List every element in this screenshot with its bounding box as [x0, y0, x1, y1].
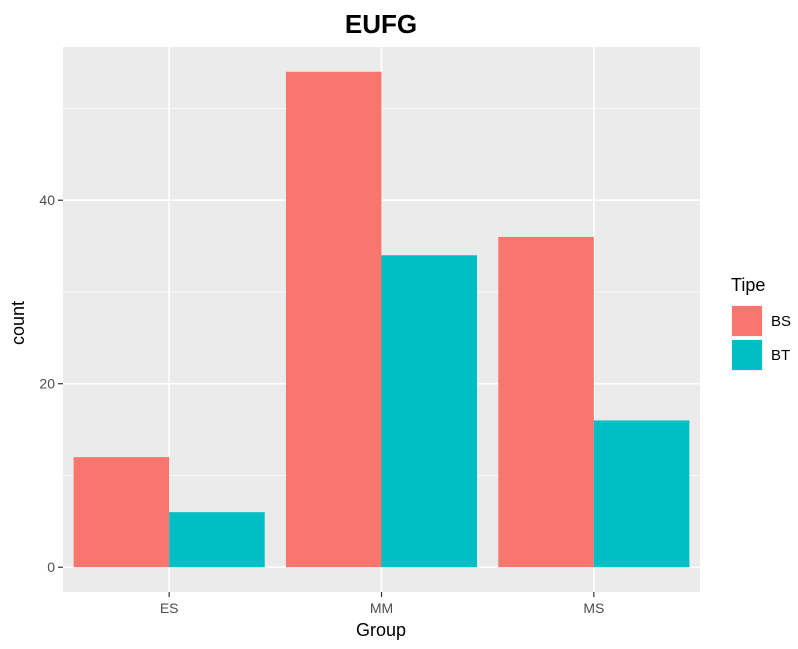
y-axis-label: count: [8, 301, 28, 345]
bar-bt-mm: [381, 255, 478, 568]
y-tick-label: 40: [39, 192, 55, 208]
bars-group: [73, 71, 690, 568]
bar-bs-es: [73, 457, 170, 568]
x-axis-label: Group: [356, 620, 406, 640]
x-tick-label: ES: [160, 600, 179, 616]
legend-items: BS BT: [731, 305, 791, 371]
y-tick-label: 0: [47, 559, 55, 575]
x-tick-label: MM: [370, 600, 393, 616]
legend-label-bs: BS: [771, 313, 791, 330]
legend-title: Tipe: [731, 275, 765, 295]
chart-title: EUFG: [345, 9, 417, 39]
legend-key-bt: [732, 340, 762, 370]
y-tick-label: 20: [39, 376, 55, 392]
x-tick-label: MS: [583, 600, 604, 616]
legend: Tipe BS BT: [731, 275, 791, 371]
legend-label-bt: BT: [771, 347, 790, 364]
x-axis: ES MM MS: [160, 592, 604, 616]
legend-key-bs: [732, 306, 762, 336]
y-axis: 0 20 40: [39, 192, 63, 575]
bar-bt-ms: [593, 420, 690, 568]
bar-bt-es: [169, 512, 265, 568]
bar-bs-mm: [285, 71, 382, 568]
bar-bs-ms: [498, 236, 594, 568]
